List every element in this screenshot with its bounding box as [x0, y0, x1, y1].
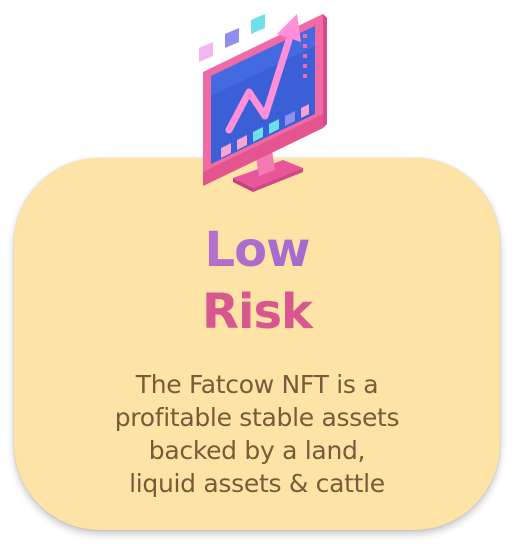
description-line: The Fatcow NFT is a	[135, 370, 379, 399]
card-title-line-2: Risk	[202, 284, 313, 340]
description-line: profitable stable assets	[114, 403, 400, 432]
feature-card	[14, 158, 500, 530]
description-line: liquid assets & cattle	[129, 469, 385, 498]
card-description: The Fatcow NFT is a profitable stable as…	[57, 368, 457, 500]
card-title-line-1: Low	[0, 226, 514, 274]
description-line: backed by a land,	[148, 436, 366, 465]
monitor-growth-chart-icon	[199, 14, 327, 192]
